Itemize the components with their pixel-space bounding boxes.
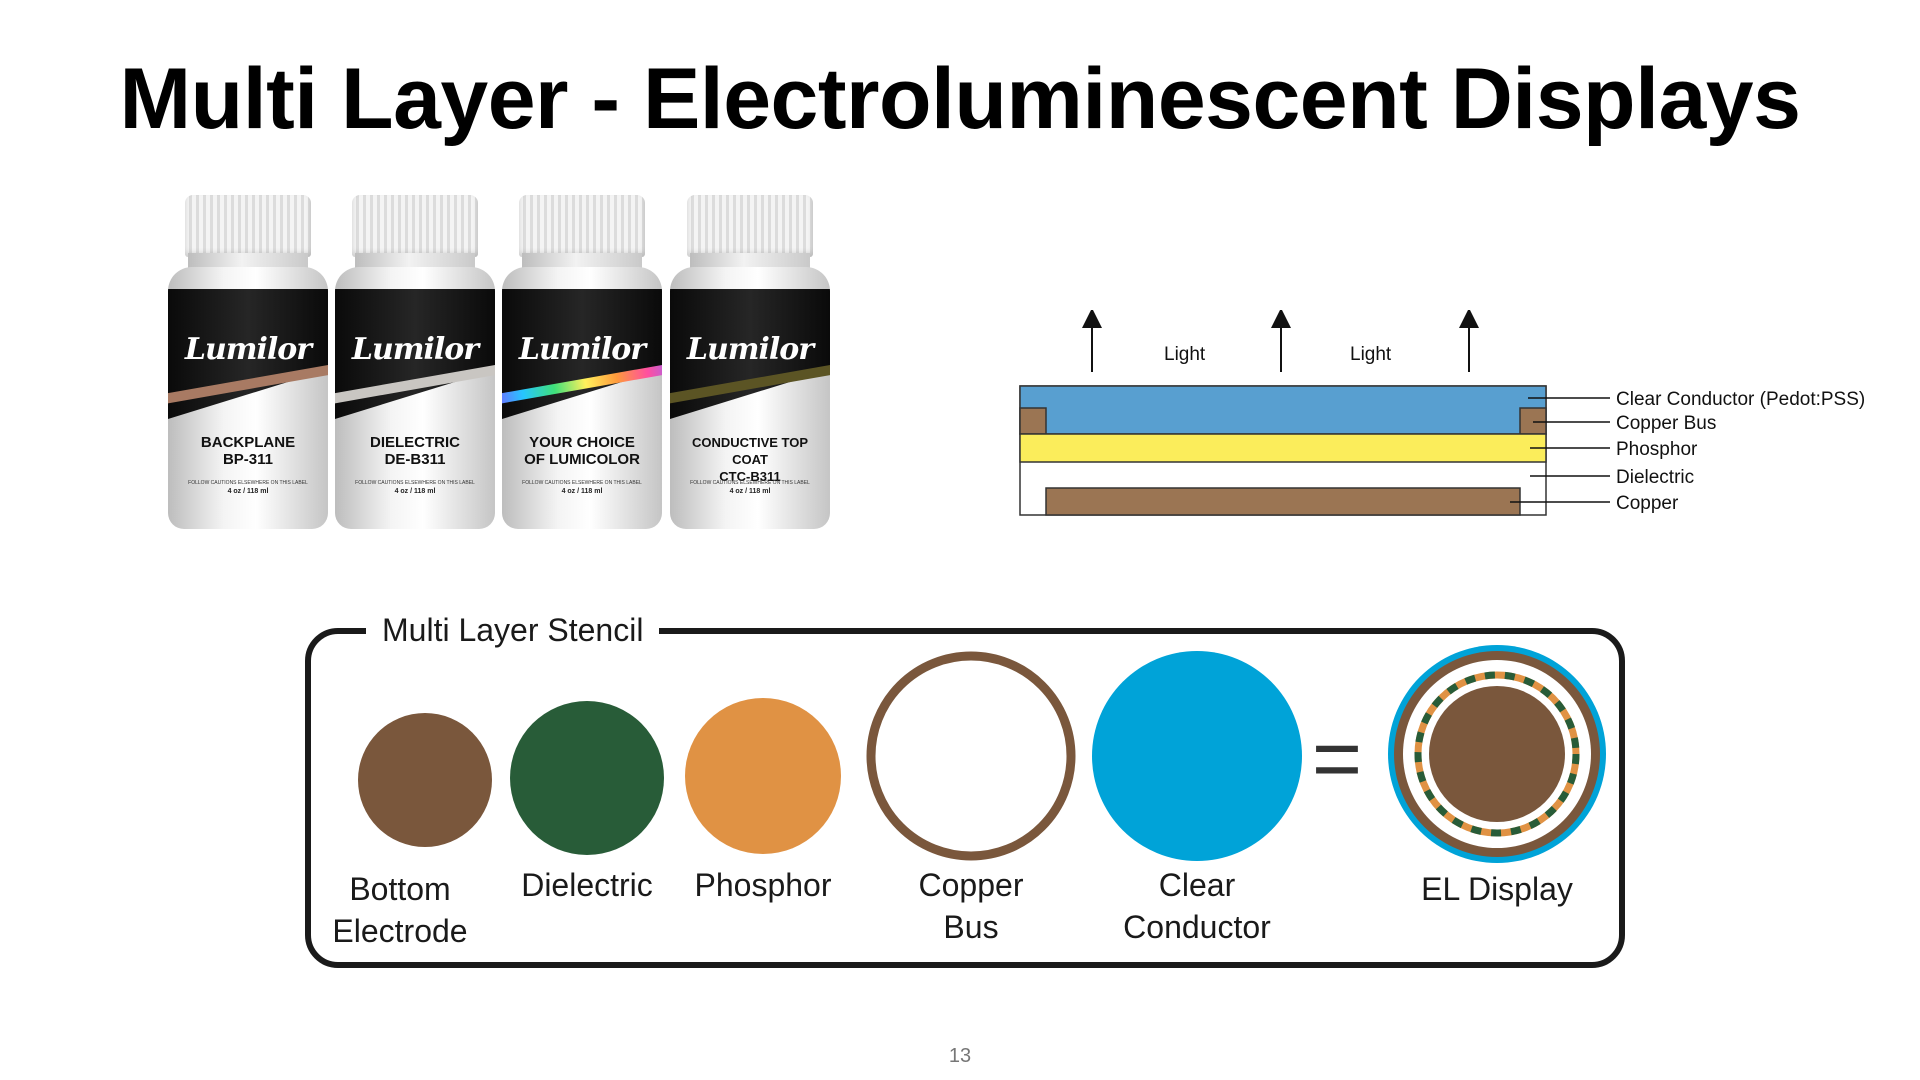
light-label: Light <box>1164 344 1206 365</box>
label-dielectric: Dielectric <box>521 867 653 903</box>
page-number: 13 <box>948 1045 972 1067</box>
layer-phosphor <box>1019 433 1547 463</box>
phosphor-circle <box>685 698 841 854</box>
bottle-size: 4 oz / 118 ml <box>729 488 771 495</box>
layer-copper-bus-left <box>1019 407 1047 435</box>
el-display-composite <box>1388 645 1606 863</box>
bottle-logo: Lumilor <box>351 332 479 367</box>
layer-label-phosphor: Phosphor <box>1616 439 1698 460</box>
bottle-backplane: Lumilor BACKPLANE BP-311 FOLLOW CAUTIONS … <box>168 195 328 530</box>
bottle-logo: Lumilor <box>184 332 312 367</box>
layer-label-dielectric: Dielectric <box>1616 467 1694 488</box>
layer-copper-bus-right <box>1519 407 1547 435</box>
layer-copper <box>1045 487 1521 516</box>
bottle-label-line1: BACKPLANE <box>200 434 296 451</box>
label-copper-bus: Copper Bus <box>918 867 1024 945</box>
layer-label-copper: Copper <box>1616 493 1679 514</box>
layer-label-copper-bus: Copper Bus <box>1616 413 1716 434</box>
bottle-size: 4 oz / 118 ml <box>394 488 436 495</box>
slide-title: Multi Layer - Electroluminescent Display… <box>119 51 1801 147</box>
clear-conductor-circle <box>1092 651 1302 861</box>
bottle-lumicolor: Lumilor YOUR CHOICE OF LUMICOLOR FOLLOW C… <box>502 195 662 530</box>
stencil-title: Multi Layer Stencil <box>366 612 660 649</box>
bottle-label-line1: CONDUCTIVE TOP COAT <box>691 435 809 467</box>
el-bottom-electrode <box>1429 686 1565 822</box>
label-el-display: EL Display <box>1421 871 1573 907</box>
layer-clear-conductor <box>1019 385 1547 435</box>
bottle-size: 4 oz / 118 ml <box>227 488 269 495</box>
bottle-label-line2: OF LUMICOLOR <box>524 451 640 468</box>
dielectric-circle <box>510 701 664 855</box>
stencil-border <box>305 628 1625 968</box>
bottle-dielectric: Lumilor DIELECTRIC DE-B311 FOLLOW CAUTION… <box>335 195 495 530</box>
label-bottom-electrode: Bottom Electrode <box>332 871 468 949</box>
multi-layer-stencil-panel: = <box>305 628 1625 968</box>
label-phosphor: Phosphor <box>694 867 832 903</box>
bottle-fine-print: FOLLOW CAUTIONS ELSEWHERE ON THIS LABEL <box>522 480 642 486</box>
copper-bus-ring <box>866 651 1076 861</box>
bottle-logo: Lumilor <box>518 332 646 367</box>
bottle-logo: Lumilor <box>686 332 814 367</box>
bottle-fine-print: FOLLOW CAUTIONS ELSEWHERE ON THIS LABEL <box>690 480 810 486</box>
lumilor-bottles-image: Lumilor BACKPLANE BP-311 FOLLOW CAUTIONS … <box>160 195 850 535</box>
label-clear-conductor: Clear Conductor <box>1123 867 1271 945</box>
bottle-fine-print: FOLLOW CAUTIONS ELSEWHERE ON THIS LABEL <box>355 480 475 486</box>
el-dielectric-ring <box>1414 671 1580 837</box>
bottle-conductive-top-coat: Lumilor CONDUCTIVE TOP COAT CTC-B311 FOLL… <box>670 195 830 530</box>
bottle-fine-print: FOLLOW CAUTIONS ELSEWHERE ON THIS LABEL <box>188 480 308 486</box>
bottle-label-line2: DE-B311 <box>384 451 446 468</box>
layer-label-clear-conductor: Clear Conductor (Pedot:PSS) <box>1616 389 1865 410</box>
equals-sign: = <box>1312 711 1362 807</box>
light-label: Light <box>1350 344 1392 365</box>
bottle-label-line1: YOUR CHOICE <box>529 434 635 451</box>
bottle-label-line2: CTC-B311 <box>719 469 781 484</box>
bottle-label-line1: DIELECTRIC <box>370 434 460 451</box>
bottle-label-line2: BP-311 <box>222 451 274 468</box>
layer-cross-section-diagram: Light Light Clear Conductor (Pedot:PSS) … <box>1019 310 1865 516</box>
bottom-electrode-circle <box>358 713 492 847</box>
bottle-size: 4 oz / 118 ml <box>561 488 603 495</box>
